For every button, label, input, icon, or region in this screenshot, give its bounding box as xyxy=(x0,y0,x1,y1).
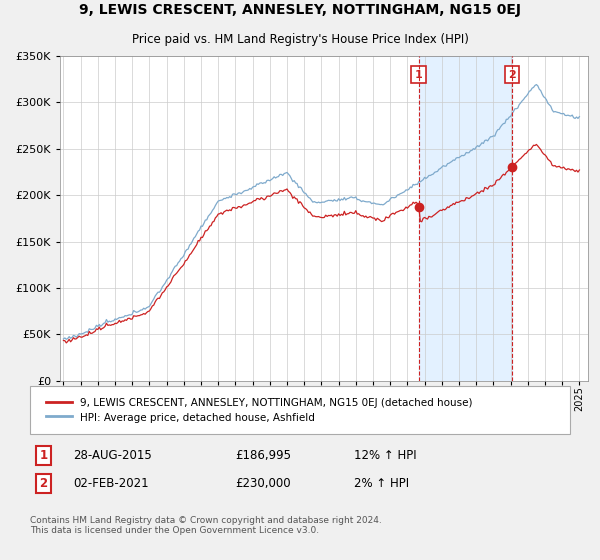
Text: 28-AUG-2015: 28-AUG-2015 xyxy=(73,449,152,462)
Text: 1: 1 xyxy=(40,449,47,462)
Text: 2% ↑ HPI: 2% ↑ HPI xyxy=(354,477,409,490)
Text: Contains HM Land Registry data © Crown copyright and database right 2024.
This d: Contains HM Land Registry data © Crown c… xyxy=(30,516,382,535)
Text: 1: 1 xyxy=(415,69,422,80)
Text: 2: 2 xyxy=(40,477,47,490)
Text: Price paid vs. HM Land Registry's House Price Index (HPI): Price paid vs. HM Land Registry's House … xyxy=(131,32,469,46)
Text: £230,000: £230,000 xyxy=(235,477,291,490)
Text: 02-FEB-2021: 02-FEB-2021 xyxy=(73,477,149,490)
Text: 9, LEWIS CRESCENT, ANNESLEY, NOTTINGHAM, NG15 0EJ: 9, LEWIS CRESCENT, ANNESLEY, NOTTINGHAM,… xyxy=(79,2,521,16)
Legend: 9, LEWIS CRESCENT, ANNESLEY, NOTTINGHAM, NG15 0EJ (detached house), HPI: Average: 9, LEWIS CRESCENT, ANNESLEY, NOTTINGHAM,… xyxy=(41,393,478,428)
Text: 2: 2 xyxy=(508,69,516,80)
FancyBboxPatch shape xyxy=(30,386,570,434)
Text: 12% ↑ HPI: 12% ↑ HPI xyxy=(354,449,416,462)
Text: £186,995: £186,995 xyxy=(235,449,291,462)
Bar xyxy=(419,56,512,381)
